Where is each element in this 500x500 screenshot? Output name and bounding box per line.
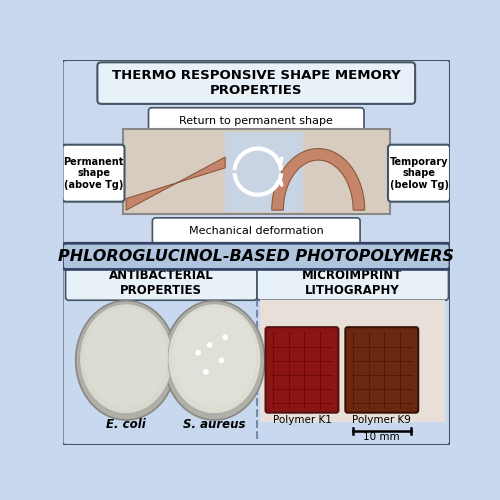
Text: 10 mm: 10 mm <box>364 432 400 442</box>
FancyBboxPatch shape <box>260 300 446 422</box>
Ellipse shape <box>76 300 176 420</box>
FancyBboxPatch shape <box>346 327 418 412</box>
FancyBboxPatch shape <box>257 266 448 300</box>
FancyBboxPatch shape <box>225 132 303 212</box>
Polygon shape <box>272 148 365 210</box>
Ellipse shape <box>84 307 168 408</box>
FancyBboxPatch shape <box>62 144 124 202</box>
Ellipse shape <box>80 304 172 414</box>
Text: Mechanical deformation: Mechanical deformation <box>189 226 324 236</box>
Text: MICROIMPRINT
LITHOGRAPHY: MICROIMPRINT LITHOGRAPHY <box>302 270 402 297</box>
Ellipse shape <box>168 304 261 414</box>
Circle shape <box>196 350 200 355</box>
FancyBboxPatch shape <box>62 264 450 445</box>
Text: Temporary
shape
(below Tg): Temporary shape (below Tg) <box>390 156 448 190</box>
Circle shape <box>208 342 212 347</box>
FancyBboxPatch shape <box>388 144 450 202</box>
Text: Permanent
shape
(above Tg): Permanent shape (above Tg) <box>64 156 124 190</box>
Text: ANTIBACTERIAL
PROPERTIES: ANTIBACTERIAL PROPERTIES <box>108 270 214 297</box>
FancyBboxPatch shape <box>62 244 450 270</box>
Text: E. coli: E. coli <box>106 418 146 432</box>
Circle shape <box>204 370 208 374</box>
Text: PHLOROGLUCINOL-BASED PHOTOPOLYMERS: PHLOROGLUCINOL-BASED PHOTOPOLYMERS <box>58 249 454 264</box>
Circle shape <box>219 358 224 362</box>
Polygon shape <box>126 157 225 210</box>
FancyBboxPatch shape <box>98 62 415 104</box>
FancyBboxPatch shape <box>62 60 450 250</box>
FancyBboxPatch shape <box>66 266 257 300</box>
Ellipse shape <box>172 307 256 408</box>
FancyBboxPatch shape <box>266 327 338 412</box>
FancyBboxPatch shape <box>148 108 364 134</box>
Text: THERMO RESPONSIVE SHAPE MEMORY
PROPERTIES: THERMO RESPONSIVE SHAPE MEMORY PROPERTIE… <box>112 69 401 97</box>
Text: Polymer K9: Polymer K9 <box>352 414 411 424</box>
Text: S. aureus: S. aureus <box>183 418 246 432</box>
Circle shape <box>223 335 228 340</box>
Text: Polymer K1: Polymer K1 <box>272 414 332 424</box>
Text: Return to permanent shape: Return to permanent shape <box>180 116 333 126</box>
FancyBboxPatch shape <box>152 218 360 244</box>
FancyBboxPatch shape <box>123 130 390 214</box>
Ellipse shape <box>164 300 265 420</box>
